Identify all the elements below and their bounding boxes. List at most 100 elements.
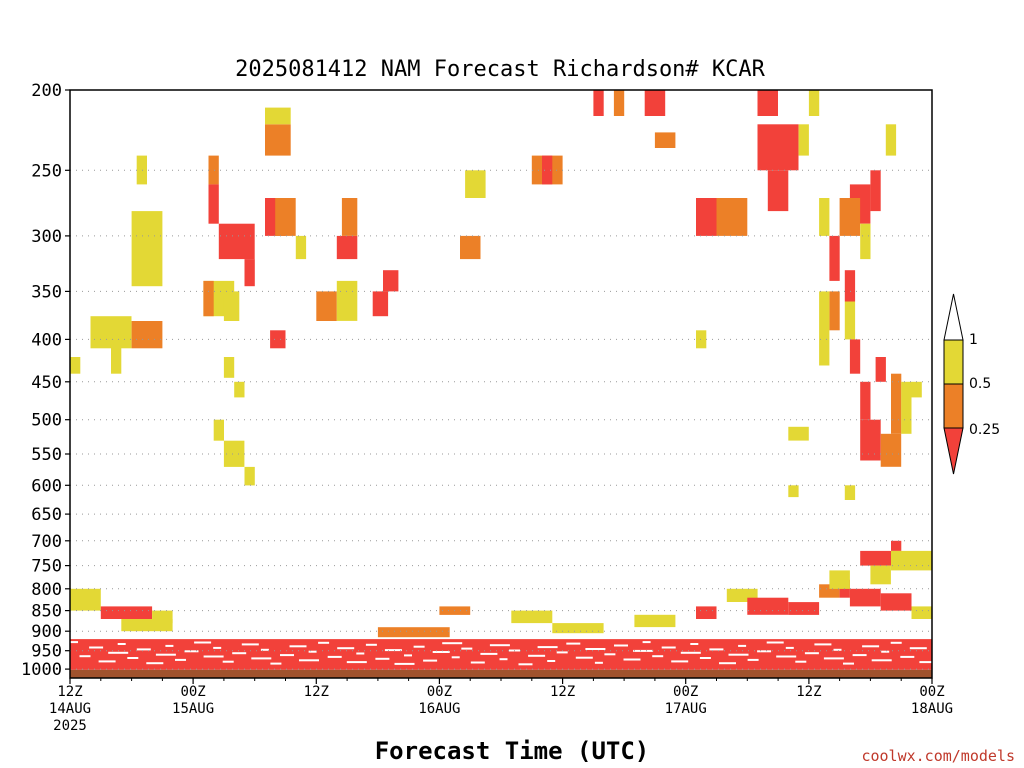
band-gap-18 — [241, 643, 259, 646]
x-axis-label: Forecast Time (UTC) — [375, 737, 650, 765]
ri-cell-31 — [654, 132, 676, 148]
band-gap-75 — [785, 646, 794, 649]
band-gap-2 — [89, 646, 104, 649]
band-gap-84 — [871, 659, 892, 662]
band-gap-39 — [442, 642, 463, 645]
xtick-label-3-0: 00Z — [427, 684, 452, 700]
ri-cell-28 — [593, 90, 604, 116]
ri-cell-34 — [757, 90, 778, 116]
ri-cell-42 — [860, 223, 871, 260]
boundary-layer-band — [70, 639, 940, 670]
ri-cell-90 — [552, 623, 604, 634]
band-gap-29 — [346, 661, 367, 664]
ri-cell-49 — [891, 373, 902, 434]
band-gap-83 — [862, 645, 880, 648]
ri-cell-14 — [265, 107, 291, 125]
ri-cell-55 — [798, 124, 809, 156]
band-gap-61 — [652, 655, 664, 658]
band-gap-8 — [146, 662, 164, 665]
ri-cell-41 — [885, 124, 897, 156]
ytick-label-500: 500 — [31, 411, 62, 431]
band-gap-63 — [671, 660, 689, 663]
band-gap-87 — [900, 655, 915, 658]
band-gap-50 — [547, 660, 556, 662]
xtick-label-0-2: 2025 — [53, 718, 87, 734]
ground-band — [70, 669, 932, 678]
chart-title: 2025081412 NAM Forecast Richardson# KCAR — [235, 57, 766, 82]
ri-cell-11 — [275, 198, 296, 236]
band-gap-11 — [175, 658, 186, 661]
ytick-label-850: 850 — [31, 602, 62, 622]
xtick-label-1-1: 15AUG — [172, 701, 214, 717]
band-gap-14 — [203, 655, 224, 658]
band-gap-59 — [633, 649, 654, 652]
band-gap-60 — [642, 641, 651, 644]
ytick-label-1000: 1000 — [21, 660, 62, 680]
band-gap-86 — [890, 641, 902, 644]
ytick-label-250: 250 — [31, 161, 62, 181]
colorbar-legend: 1 0.5 0.25 — [943, 293, 1000, 475]
band-gap-42 — [470, 661, 485, 664]
band-gap-76 — [795, 660, 807, 663]
ri-cell-6 — [203, 280, 214, 317]
band-gap-57 — [614, 644, 628, 647]
xtick-label-0-1: 14AUG — [49, 701, 91, 717]
band-gap-20 — [260, 648, 269, 651]
band-gap-47 — [518, 663, 533, 666]
band-gap-88 — [909, 647, 927, 650]
band-gap-78 — [814, 643, 832, 646]
ri-cell-43 — [844, 270, 856, 302]
ytick-label-550: 550 — [31, 445, 62, 465]
ri-cell-24 — [460, 235, 481, 260]
ri-cell-37 — [808, 90, 820, 116]
ri-cell-8 — [208, 155, 219, 185]
colorbar-bottom-arrow — [943, 427, 964, 475]
ri-cell-50 — [901, 381, 912, 434]
band-gap-51 — [556, 651, 568, 654]
ri-cell-65 — [788, 426, 809, 441]
band-gap-31 — [365, 643, 377, 646]
ri-cell-4 — [136, 155, 147, 185]
ground-fill — [70, 669, 932, 678]
ri-cell-33 — [716, 198, 748, 236]
ri-cell-89 — [511, 610, 553, 624]
band-gap-80 — [833, 648, 842, 651]
xtick-label-5-0: 00Z — [673, 684, 698, 700]
band-gap-66 — [699, 657, 711, 659]
ytick-label-600: 600 — [31, 476, 62, 496]
ytick-label-800: 800 — [31, 580, 62, 600]
ri-cell-57 — [829, 235, 840, 281]
ri-cell-40 — [870, 170, 881, 212]
band-gap-37 — [423, 659, 438, 662]
band-gap-49 — [537, 646, 558, 649]
ri-cell-87 — [377, 627, 450, 638]
colorbar-label-1: 0.5 — [969, 376, 991, 392]
ri-cell-80 — [891, 550, 932, 571]
band-gap-43 — [480, 652, 498, 655]
ri-cell-74 — [747, 597, 789, 615]
xtick-label-1-0: 00Z — [180, 684, 205, 700]
ri-cell-7 — [218, 223, 255, 260]
ri-cell-46 — [860, 381, 871, 420]
ri-cell-44 — [844, 301, 856, 340]
band-gap-79 — [823, 657, 844, 660]
ytick-label-750: 750 — [31, 557, 62, 577]
band-gap-19 — [251, 657, 272, 660]
ri-cell-64 — [696, 330, 707, 349]
ri-cell-79 — [891, 540, 902, 551]
band-gap-12 — [184, 650, 199, 653]
ytick-label-950: 950 — [31, 642, 62, 662]
band-gap-69 — [728, 653, 749, 656]
band-gap-53 — [575, 656, 593, 659]
ri-cell-51 — [911, 381, 922, 398]
band-gap-22 — [280, 654, 294, 657]
plot-background — [70, 90, 932, 678]
band-gap-13 — [194, 641, 212, 644]
band-gap-52 — [566, 642, 581, 645]
ri-cell-29 — [613, 90, 625, 116]
band-gap-33 — [384, 649, 402, 652]
ri-cell-52 — [875, 357, 886, 382]
ri-cell-35 — [757, 124, 799, 171]
